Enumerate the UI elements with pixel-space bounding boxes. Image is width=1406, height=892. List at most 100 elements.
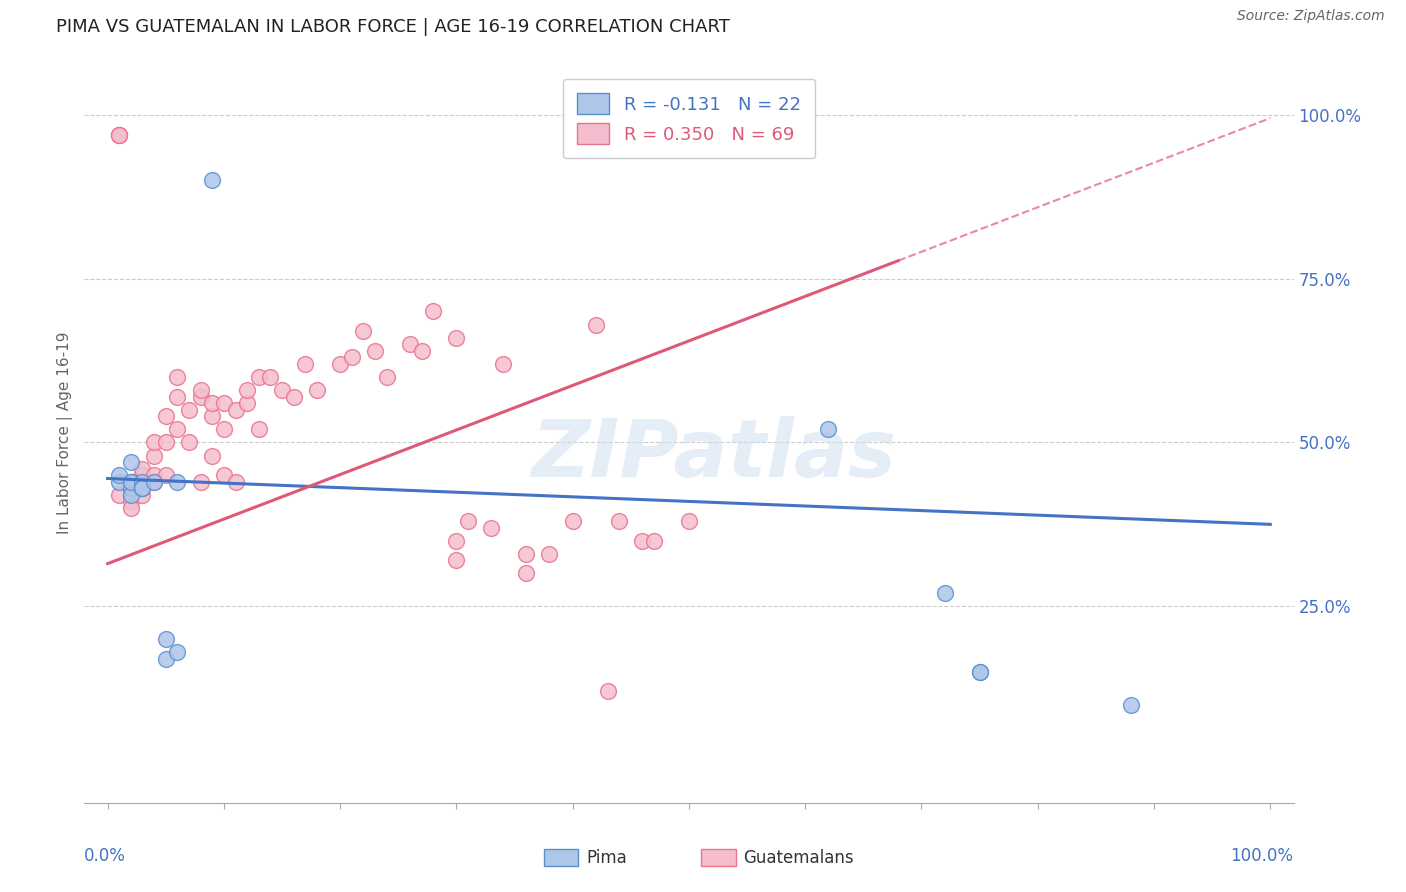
Point <box>247 422 270 436</box>
Text: Pima: Pima <box>586 849 627 867</box>
Point <box>225 402 247 417</box>
Point <box>131 461 153 475</box>
Text: ZIPatlas: ZIPatlas <box>530 416 896 494</box>
Point <box>190 390 212 404</box>
Point <box>143 435 166 450</box>
Point <box>596 684 619 698</box>
Point <box>166 475 188 489</box>
Point <box>108 475 131 489</box>
Point <box>457 514 479 528</box>
Point <box>143 475 166 489</box>
Point <box>131 475 153 489</box>
Point <box>166 422 188 436</box>
Point <box>607 514 630 528</box>
Point <box>375 370 398 384</box>
Point <box>131 488 153 502</box>
Point <box>166 390 188 404</box>
Point <box>212 468 235 483</box>
Point <box>120 481 142 495</box>
Point <box>305 383 328 397</box>
Point <box>283 390 305 404</box>
Point <box>352 324 374 338</box>
Point <box>817 422 839 436</box>
FancyBboxPatch shape <box>544 849 578 866</box>
Point <box>678 514 700 528</box>
Point <box>143 475 166 489</box>
Point <box>399 337 422 351</box>
Point <box>294 357 316 371</box>
Text: PIMA VS GUATEMALAN IN LABOR FORCE | AGE 16-19 CORRELATION CHART: PIMA VS GUATEMALAN IN LABOR FORCE | AGE … <box>56 18 730 36</box>
Point <box>131 475 153 489</box>
Point <box>340 351 363 365</box>
Text: Guatemalans: Guatemalans <box>744 849 853 867</box>
Point <box>108 468 131 483</box>
Point <box>120 475 142 489</box>
Point <box>108 488 131 502</box>
Point <box>212 396 235 410</box>
Point <box>585 318 607 332</box>
Point <box>120 475 142 489</box>
Point <box>446 553 468 567</box>
Point <box>120 488 142 502</box>
Point <box>131 468 153 483</box>
Point <box>143 468 166 483</box>
Point <box>155 651 177 665</box>
Point <box>108 128 131 142</box>
Point <box>969 665 991 679</box>
Point <box>538 547 561 561</box>
Text: Source: ZipAtlas.com: Source: ZipAtlas.com <box>1237 9 1385 23</box>
Point <box>155 632 177 646</box>
Point <box>201 449 224 463</box>
Point <box>166 645 188 659</box>
Point <box>969 665 991 679</box>
Text: 100.0%: 100.0% <box>1230 847 1294 865</box>
Point <box>190 475 212 489</box>
Point <box>631 533 654 548</box>
Point <box>271 383 294 397</box>
Y-axis label: In Labor Force | Age 16-19: In Labor Force | Age 16-19 <box>58 331 73 534</box>
Point <box>446 330 468 344</box>
Point <box>236 396 259 410</box>
Point <box>201 409 224 424</box>
Point <box>479 521 502 535</box>
Point <box>120 500 142 515</box>
Point <box>108 128 131 142</box>
Point <box>201 173 224 187</box>
Point <box>515 566 537 581</box>
Point <box>247 370 270 384</box>
Point <box>561 514 583 528</box>
Point <box>120 475 142 489</box>
Point <box>225 475 247 489</box>
Point <box>131 481 153 495</box>
Legend: R = -0.131   N = 22, R = 0.350   N = 69: R = -0.131 N = 22, R = 0.350 N = 69 <box>562 78 815 159</box>
Point <box>934 586 956 600</box>
Point <box>131 481 153 495</box>
Point <box>515 547 537 561</box>
Point <box>212 422 235 436</box>
Point <box>492 357 515 371</box>
Point <box>166 370 188 384</box>
Point <box>131 481 153 495</box>
Point <box>143 449 166 463</box>
Point <box>155 409 177 424</box>
Point <box>201 396 224 410</box>
Point <box>155 435 177 450</box>
Point <box>177 402 200 417</box>
Point <box>1119 698 1142 712</box>
Point <box>329 357 352 371</box>
Point <box>643 533 665 548</box>
Point <box>364 343 387 358</box>
Point <box>446 533 468 548</box>
Point <box>422 304 444 318</box>
Point <box>259 370 281 384</box>
Point <box>120 481 142 495</box>
Point <box>120 455 142 469</box>
FancyBboxPatch shape <box>702 849 735 866</box>
Point <box>236 383 259 397</box>
Text: 0.0%: 0.0% <box>84 847 127 865</box>
Point <box>120 488 142 502</box>
Point <box>155 468 177 483</box>
Point <box>120 494 142 508</box>
Point <box>190 383 212 397</box>
Point <box>108 128 131 142</box>
